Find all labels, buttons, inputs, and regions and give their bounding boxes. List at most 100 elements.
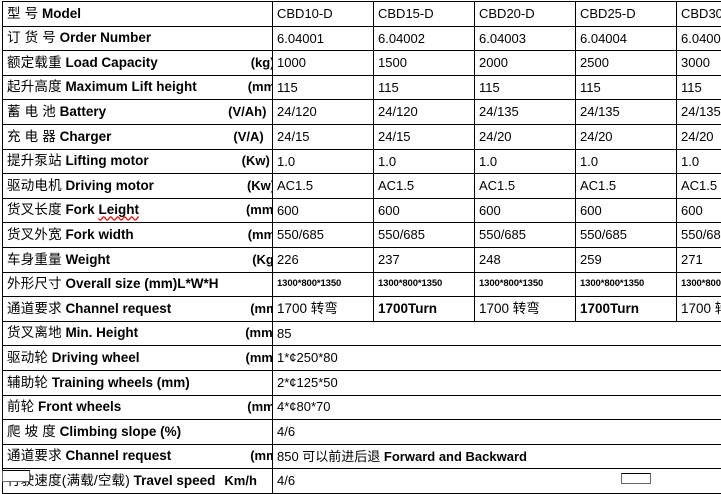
row-label-cn: 爬 坡 度: [7, 424, 56, 439]
row-value-cell: 1.0: [576, 149, 677, 174]
row-label-cell: 货叉外宽 Fork width(mm): [3, 223, 273, 248]
row-label-en: Travel speed: [134, 473, 216, 488]
row-value-cell: 550/685: [677, 223, 721, 248]
row-value-cell: 1300*800*1350: [576, 272, 677, 297]
row-value-cell: 1700 转弯: [475, 297, 576, 322]
row-value-cell: 1700 转弯: [677, 297, 721, 322]
spellcheck-error-word: Leight: [98, 202, 139, 217]
row-label-cell: 通道要求 Channel request(mm): [3, 444, 273, 469]
row-label-unit: (mm): [247, 399, 272, 414]
row-label-cn: 货叉离地: [7, 325, 62, 340]
row-value-cell: 24/135: [576, 100, 677, 125]
row-value-cell: 600: [273, 198, 374, 223]
row-value-cell: 24/15: [273, 124, 374, 149]
row-label-en: Training wheels (mm): [52, 375, 190, 390]
row-label-cn: 货叉外宽: [7, 227, 62, 242]
row-label-en: Lifting motor: [65, 153, 148, 168]
row-value-cell: 115: [677, 75, 721, 100]
row-label-cell: 爬 坡 度 Climbing slope (%): [3, 420, 273, 445]
row-value-cell: AC1.5: [677, 174, 721, 199]
clipped-table-artifact-left: [2, 470, 30, 482]
row-label-en: Model: [42, 6, 81, 21]
table-row: 爬 坡 度 Climbing slope (%)4/6: [3, 420, 721, 445]
row-value-cell: AC1.5: [475, 174, 576, 199]
row-value-cell: CBD30-D: [677, 2, 721, 27]
row-value-cell: 24/20: [475, 124, 576, 149]
row-label-en: Driving motor: [65, 178, 154, 193]
row-label-cell: 车身重量 Weight (Kg): [3, 247, 273, 272]
row-label-unit: (mm): [246, 350, 273, 365]
table-row: 通道要求 Channel request(mm)1700 转弯1700Turn1…: [3, 297, 721, 322]
row-label-en: Channel request: [65, 448, 171, 463]
row-label-cell: 蓄 电 池 Battery(V/Ah): [3, 100, 273, 125]
row-value-cell: 1300*800*1350: [475, 272, 576, 297]
row-value-cell: AC1.5: [273, 174, 374, 199]
table-row: 驱动轮 Driving wheel(mm)1*¢250*80: [3, 346, 721, 371]
row-label-unit: (kg): [251, 55, 273, 70]
row-label-cell: 充 电 器 Charger(V/A): [3, 124, 273, 149]
row-value-cell: 24/15: [374, 124, 475, 149]
row-value-emphasis: 1700Turn: [580, 301, 639, 316]
row-value-cell: 24/135: [475, 100, 576, 125]
row-value-cell: 1000: [273, 51, 374, 76]
row-label-unit: (V/Ah): [228, 104, 266, 119]
row-label-en: Overall size (mm)L*W*H: [65, 276, 218, 291]
row-label-unit: (mm): [250, 301, 272, 316]
row-value-cell-merged: 4/6: [273, 420, 721, 445]
row-value-cell: 115: [475, 75, 576, 100]
row-label-cell: 货叉离地 Min. Height(mm): [3, 321, 273, 346]
row-value-cell: 2000: [475, 51, 576, 76]
row-label-cn: 额定载重: [7, 55, 62, 70]
row-value-cell: 1300*800*1350: [374, 272, 475, 297]
row-value-cell: 600: [677, 198, 721, 223]
row-value-cell: 550/685: [576, 223, 677, 248]
row-label-en: Weight: [65, 252, 110, 267]
row-label-unit: (Kg): [252, 252, 272, 267]
row-label-cn: 车身重量: [7, 252, 62, 267]
row-value-cell: 3000: [677, 51, 721, 76]
row-label-en: Fork width: [65, 227, 133, 242]
row-value-cell: 600: [576, 198, 677, 223]
row-label-en: Min. Height: [65, 325, 138, 340]
row-label-cell: 前轮 Front wheels (mm): [3, 395, 273, 420]
row-value-cell: 6.04005: [677, 26, 721, 51]
row-label-en: Fork Leight: [65, 202, 139, 217]
row-value-cell: 550/685: [475, 223, 576, 248]
row-label-cell: 驱动电机 Driving motor(Kw): [3, 174, 273, 199]
row-value-cell: CBD20-D: [475, 2, 576, 27]
row-value-cell: CBD15-D: [374, 2, 475, 27]
row-label-en: Load Capacity: [65, 55, 157, 70]
row-value-cell: AC1.5: [576, 174, 677, 199]
row-value-cell: 1700Turn: [374, 297, 475, 322]
table-row: 货叉外宽 Fork width(mm)550/685550/685550/685…: [3, 223, 721, 248]
row-label-cn: 辅助轮: [7, 375, 48, 390]
row-value-cell: 115: [576, 75, 677, 100]
row-label-cell: 订 货 号 Order Number: [3, 26, 273, 51]
row-label-cn: 前轮: [7, 399, 34, 414]
row-label-en: Climbing slope (%): [60, 424, 182, 439]
row-label-unit: (mm): [246, 202, 273, 217]
row-value-cell: CBD25-D: [576, 2, 677, 27]
row-value-cell: 237: [374, 247, 475, 272]
row-value-cell: 24/20: [576, 124, 677, 149]
row-value-cell: 1500: [374, 51, 475, 76]
row-value-cell: 6.04003: [475, 26, 576, 51]
row-label-en: Charger: [60, 129, 112, 144]
row-value-cell: 271: [677, 247, 721, 272]
row-label-en: Battery: [60, 104, 107, 119]
row-label-cn: 驱动电机: [7, 178, 62, 193]
row-value-cell-merged: 4*¢80*70: [273, 395, 721, 420]
row-label-cn: 驱动轮: [7, 350, 48, 365]
row-value-cell-merged: 85: [273, 321, 721, 346]
row-value-cell-merged: 4/6: [273, 469, 721, 494]
row-label-en: Front wheels: [38, 399, 121, 414]
